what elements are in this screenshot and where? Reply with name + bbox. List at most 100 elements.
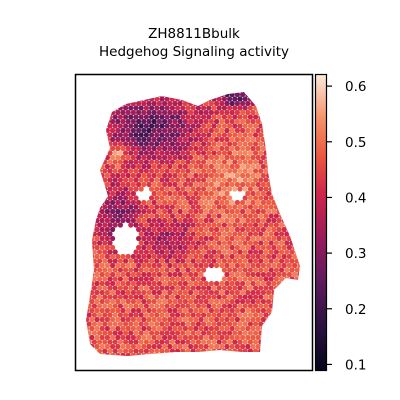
spot <box>128 195 134 201</box>
spot <box>268 159 274 165</box>
spot <box>107 294 113 300</box>
spot <box>216 204 222 210</box>
spot <box>138 240 144 246</box>
spot <box>128 285 134 291</box>
spot <box>182 325 188 332</box>
spot <box>221 177 227 183</box>
spot <box>115 334 121 341</box>
spot <box>94 199 100 206</box>
spot <box>89 352 95 356</box>
spot <box>110 244 116 251</box>
spot <box>232 330 238 336</box>
spot <box>162 334 168 341</box>
spot <box>154 92 160 93</box>
spot <box>198 334 204 341</box>
spot <box>159 159 165 165</box>
spot <box>182 343 188 350</box>
spot <box>94 298 100 305</box>
spot <box>240 109 246 116</box>
spot <box>149 195 155 201</box>
spot <box>214 334 220 341</box>
spot <box>237 240 243 246</box>
spot <box>292 316 298 323</box>
spot <box>110 208 116 215</box>
spot <box>125 325 131 332</box>
spot <box>107 159 113 165</box>
spot <box>125 280 131 287</box>
spot <box>99 325 105 332</box>
spot <box>268 132 274 138</box>
spot <box>133 105 139 111</box>
spot <box>250 280 256 287</box>
spot <box>292 235 298 242</box>
spot <box>125 343 131 350</box>
spot <box>279 303 285 309</box>
spot <box>86 100 90 107</box>
spot <box>260 181 266 188</box>
spot <box>151 289 157 296</box>
spot <box>172 244 178 251</box>
spot <box>156 118 162 125</box>
spot <box>133 258 139 264</box>
spot <box>99 163 105 170</box>
spot <box>136 100 142 107</box>
spot <box>143 321 149 327</box>
spot <box>273 195 279 201</box>
spot <box>107 231 113 237</box>
spot <box>286 208 292 215</box>
spot <box>201 258 207 264</box>
spot <box>289 249 295 255</box>
spot <box>115 127 121 134</box>
spot <box>97 240 103 246</box>
spot <box>245 208 251 215</box>
spot <box>136 181 142 188</box>
spot <box>279 123 285 129</box>
spot <box>86 114 92 120</box>
spot <box>91 285 97 291</box>
spot <box>273 258 279 264</box>
spot <box>177 208 183 215</box>
spot <box>110 352 116 356</box>
spot <box>286 343 292 350</box>
spot <box>91 132 97 138</box>
spot <box>195 303 201 309</box>
spot <box>91 92 98 93</box>
spot <box>250 136 256 143</box>
spot <box>224 253 230 260</box>
spot <box>102 105 108 111</box>
spot <box>247 150 253 156</box>
spot <box>138 339 144 345</box>
spot <box>255 307 261 314</box>
spot <box>286 352 292 356</box>
spot <box>208 145 214 152</box>
spot <box>97 267 103 273</box>
spot <box>136 298 142 305</box>
spot <box>190 159 196 165</box>
spot <box>104 325 110 332</box>
spot <box>203 163 209 170</box>
spot <box>146 307 152 314</box>
spot <box>292 226 298 233</box>
spot <box>276 298 282 305</box>
spot <box>263 249 269 255</box>
spot <box>224 208 230 215</box>
spot <box>245 289 251 296</box>
spot <box>172 172 178 179</box>
spot <box>294 213 300 219</box>
spot <box>240 118 246 125</box>
spot <box>242 240 248 246</box>
spot <box>211 348 217 354</box>
spot <box>297 325 300 332</box>
spot <box>99 352 105 356</box>
spot <box>232 240 238 246</box>
spot <box>247 303 253 309</box>
spot <box>258 267 264 273</box>
spot <box>247 105 253 111</box>
spot <box>164 258 170 264</box>
spot <box>253 294 259 300</box>
spot <box>120 271 126 278</box>
spot <box>203 190 209 197</box>
spot <box>216 123 222 129</box>
spot <box>286 271 292 278</box>
spot <box>276 271 282 278</box>
